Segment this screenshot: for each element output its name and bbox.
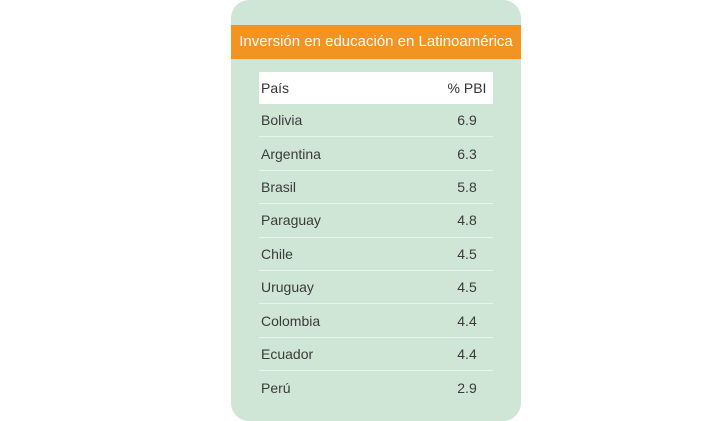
header-country: País [261, 80, 290, 96]
header-gdp-percent: % PBI [447, 80, 487, 96]
gdp-percent-cell: 4.5 [457, 245, 477, 262]
gdp-percent-cell: 6.3 [457, 145, 477, 162]
table-row: Bolivia 6.9 [259, 104, 493, 138]
table-row: Paraguay 4.8 [259, 204, 493, 238]
table-row: Uruguay 4.5 [259, 271, 493, 305]
country-cell: Paraguay [261, 212, 321, 229]
table-card: Inversión en educación en Latinoamérica … [231, 0, 521, 421]
table-title: Inversión en educación en Latinoamérica [231, 25, 521, 59]
country-cell: Perú [261, 379, 291, 396]
table-row: Brasil 5.8 [259, 171, 493, 205]
table-row: Argentina 6.3 [259, 137, 493, 171]
country-cell: Ecuador [261, 345, 314, 362]
gdp-percent-cell: 2.9 [457, 379, 477, 396]
gdp-percent-cell: 4.4 [457, 312, 477, 329]
table-row: Colombia 4.4 [259, 304, 493, 338]
table-header-row: País % PBI [259, 72, 493, 104]
gdp-percent-cell: 4.8 [457, 212, 477, 229]
gdp-percent-cell: 6.9 [457, 112, 477, 129]
table-row: Ecuador 4.4 [259, 338, 493, 372]
country-cell: Bolivia [261, 112, 303, 129]
table-row: Chile 4.5 [259, 238, 493, 271]
country-cell: Colombia [261, 312, 321, 329]
country-cell: Argentina [261, 145, 321, 162]
gdp-percent-cell: 4.5 [457, 279, 477, 296]
country-cell: Uruguay [261, 279, 314, 296]
table-body: Bolivia 6.9 Argentina 6.3 Brasil 5.8 Paraguay 4… [259, 104, 493, 405]
table-row: Perú 2.9 [259, 371, 493, 404]
gdp-percent-cell: 5.8 [457, 178, 477, 195]
country-cell: Brasil [261, 178, 297, 195]
country-cell: Chile [261, 245, 293, 262]
gdp-percent-cell: 4.4 [457, 345, 477, 362]
